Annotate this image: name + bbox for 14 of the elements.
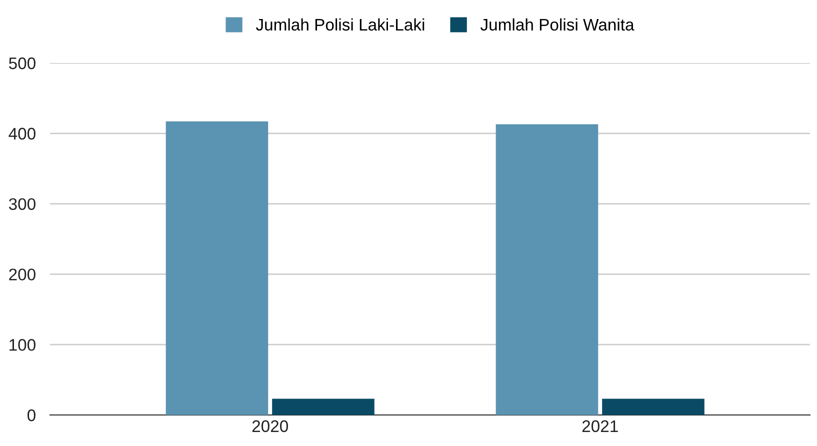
y-tick-label: 300 (8, 198, 36, 210)
y-tick-label: 400 (8, 128, 36, 140)
y-tick-label: 200 (9, 268, 36, 280)
y-tick-label: 100 (10, 339, 36, 351)
bar (272, 398, 374, 415)
legend-label: Jumlah Polisi Laki-Laki (256, 18, 424, 31)
x-tick-label: 2020 (252, 420, 288, 432)
x-tick-label: 2021 (582, 420, 618, 432)
bar (496, 124, 598, 415)
legend-label: Jumlah Polisi Wanita (480, 18, 634, 31)
y-tick-label: 500 (8, 57, 36, 70)
bar (602, 398, 704, 415)
bar (166, 121, 268, 415)
y-tick-label: 0 (27, 409, 36, 422)
